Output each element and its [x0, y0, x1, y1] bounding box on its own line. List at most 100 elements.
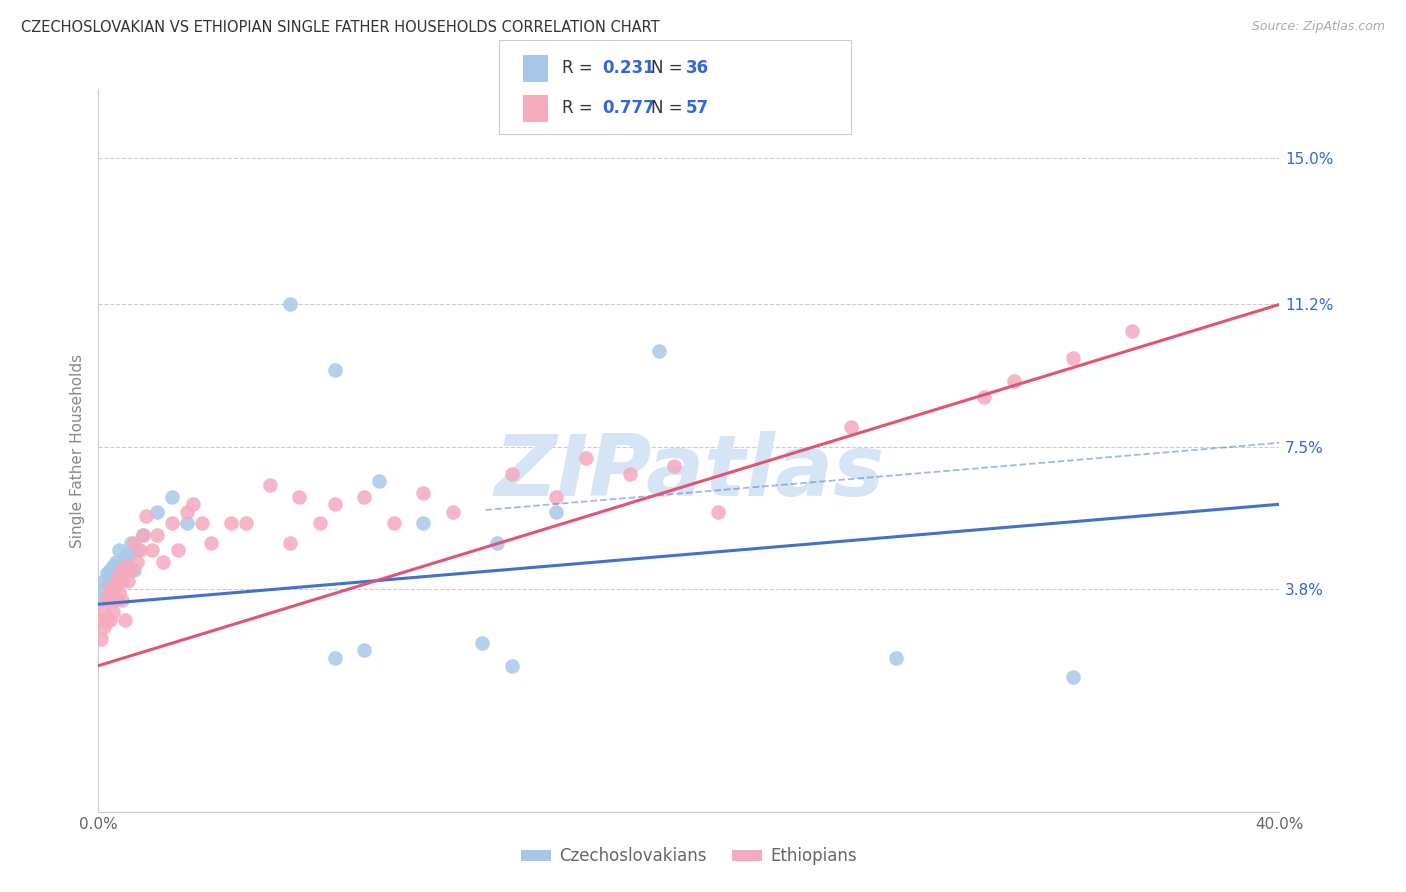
Text: ZIPatlas: ZIPatlas	[494, 431, 884, 514]
Point	[90, 632, 112, 646]
Point	[120, 535, 142, 549]
Point	[441, 505, 464, 519]
Point	[412, 516, 434, 531]
Point	[125, 555, 148, 569]
Point	[191, 516, 214, 531]
Point	[1002, 374, 1025, 388]
Point	[98, 574, 121, 588]
Point	[103, 605, 125, 619]
Point	[93, 582, 115, 596]
Point	[93, 620, 115, 634]
Point	[98, 563, 121, 577]
Point	[309, 516, 332, 531]
Point	[117, 574, 139, 588]
Point	[96, 566, 118, 581]
Point	[122, 563, 145, 577]
Point	[664, 458, 686, 473]
Point	[120, 563, 142, 577]
Text: R =: R =	[562, 99, 599, 117]
Point	[353, 643, 375, 657]
Point	[90, 613, 112, 627]
Point	[103, 582, 125, 596]
Point	[105, 555, 128, 569]
Point	[707, 505, 730, 519]
Point	[103, 558, 125, 573]
Point	[501, 658, 523, 673]
Point	[841, 420, 863, 434]
Point	[96, 613, 118, 627]
Point	[90, 593, 112, 607]
Point	[114, 613, 136, 627]
Point	[111, 593, 134, 607]
Point	[128, 543, 150, 558]
Point	[117, 547, 139, 561]
Point	[108, 566, 131, 581]
Point	[93, 574, 115, 588]
Point	[114, 551, 136, 566]
Legend: Czechoslovakians, Ethiopians: Czechoslovakians, Ethiopians	[515, 840, 863, 872]
Point	[323, 497, 346, 511]
Point	[111, 558, 134, 573]
Point	[200, 535, 222, 549]
Point	[135, 508, 157, 523]
Point	[181, 497, 204, 511]
Y-axis label: Single Father Households: Single Father Households	[70, 353, 86, 548]
Text: 0.777: 0.777	[602, 99, 655, 117]
Point	[108, 585, 131, 599]
Point	[176, 516, 198, 531]
Point	[114, 558, 136, 573]
Point	[108, 543, 131, 558]
Text: CZECHOSLOVAKIAN VS ETHIOPIAN SINGLE FATHER HOUSEHOLDS CORRELATION CHART: CZECHOSLOVAKIAN VS ETHIOPIAN SINGLE FATH…	[21, 20, 659, 35]
Point	[125, 543, 148, 558]
Point	[108, 574, 131, 588]
Point	[278, 535, 302, 549]
Point	[323, 651, 346, 665]
Point	[884, 651, 907, 665]
Point	[1062, 351, 1084, 366]
Point	[162, 516, 183, 531]
Point	[1062, 670, 1084, 684]
Point	[648, 343, 671, 358]
Point	[546, 490, 568, 504]
Text: Source: ZipAtlas.com: Source: ZipAtlas.com	[1251, 20, 1385, 33]
Text: N =: N =	[651, 99, 688, 117]
Point	[111, 574, 134, 588]
Point	[98, 613, 121, 627]
Point	[288, 490, 311, 504]
Point	[132, 528, 155, 542]
Text: R =: R =	[562, 60, 599, 78]
Text: N =: N =	[651, 60, 688, 78]
Point	[146, 505, 169, 519]
Point	[117, 558, 139, 573]
Point	[162, 490, 183, 504]
Point	[353, 490, 375, 504]
Point	[471, 635, 494, 649]
Point	[176, 505, 198, 519]
Point	[167, 543, 190, 558]
Point	[382, 516, 405, 531]
Point	[93, 605, 115, 619]
Point	[412, 485, 434, 500]
Point	[152, 555, 174, 569]
Point	[132, 528, 155, 542]
Point	[103, 566, 125, 581]
Point	[574, 451, 596, 466]
Point	[973, 390, 995, 404]
Point	[103, 582, 125, 596]
Point	[96, 590, 118, 604]
Point	[96, 590, 118, 604]
Text: 0.231: 0.231	[602, 60, 654, 78]
Point	[486, 535, 509, 549]
Point	[98, 593, 121, 607]
Point	[141, 543, 163, 558]
Point	[546, 505, 568, 519]
Point	[619, 467, 641, 481]
Point	[146, 528, 169, 542]
Point	[105, 574, 128, 588]
Point	[219, 516, 242, 531]
Point	[105, 574, 128, 588]
Point	[501, 467, 523, 481]
Point	[1121, 324, 1143, 338]
Point	[259, 478, 281, 492]
Text: 36: 36	[686, 60, 709, 78]
